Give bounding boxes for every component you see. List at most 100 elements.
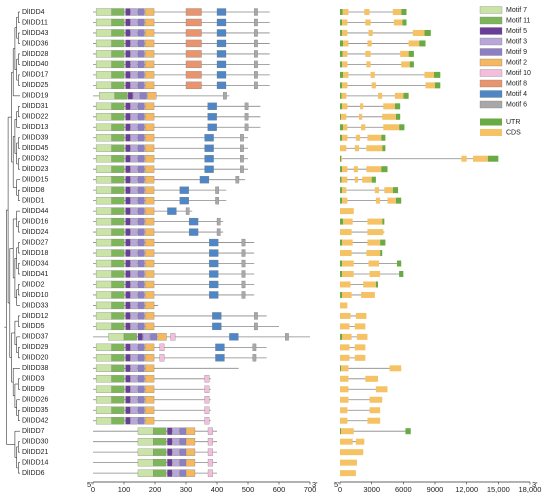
motif-box [130,259,138,268]
motif-box [254,322,258,331]
motif-box [254,18,258,27]
cds-block [356,333,368,340]
motif-box [144,417,155,425]
gene-label: DlIDD38 [22,365,49,372]
motif-box [215,343,225,352]
motif-box [179,448,187,456]
motif-box [137,217,145,226]
motif-box [95,270,112,278]
x-tick-label: 700 [304,485,317,494]
motif-box [179,458,187,467]
motif-box [125,322,131,331]
motif-box [137,249,145,257]
cds-block [366,145,383,152]
legend-label: UTR [506,119,520,126]
motif-box [185,427,196,435]
motif-box [137,81,145,90]
motif-box [185,29,202,37]
cds-block [343,124,348,131]
cds-block [343,40,349,47]
motif-box [95,259,112,268]
gene-label: DlIDD16 [22,218,49,225]
cds-block [340,407,348,414]
motif-box [95,8,112,16]
legend-label: Motif 10 [506,70,531,77]
gene-label: DlIDD8 [22,187,45,194]
motif-box [130,343,138,352]
motif-box [144,144,155,152]
legend-swatch [479,69,503,77]
motif-box [167,458,173,467]
utr-block [340,19,343,26]
cds-block [364,9,370,15]
motif-box [125,217,131,226]
cds-block [355,312,367,319]
gene-label: DlIDD7 [22,428,45,435]
utr-block [399,124,405,131]
motif-box [144,81,155,90]
motif-box [144,280,155,289]
motif-box [172,427,180,435]
x-tick-label: 600 [273,485,286,494]
cds-block [340,229,352,236]
motif-box [167,438,173,446]
utr-block [340,291,343,298]
motif-box [95,134,112,142]
cds-block [354,145,359,152]
motif-box [95,39,112,48]
motif-box [137,427,154,435]
motif-box [127,92,133,100]
gene-label: DlIDD41 [22,271,49,278]
motif-box [207,438,213,446]
motif-box [147,92,157,100]
motif-box [172,458,180,467]
motif-box [125,406,131,414]
motif-box [157,333,167,341]
motif-box [167,469,173,477]
motif-box [150,333,158,341]
motif-box [125,165,131,173]
gene-label: DlIDD22 [22,114,49,121]
motif-box [125,259,131,268]
motif-box [254,312,258,320]
motif-box [125,18,131,27]
motif-box [137,270,145,278]
motif-box [95,29,112,37]
utr-block [340,239,343,246]
motif-box [111,259,125,268]
cds-block [342,134,348,141]
motif-box [137,301,145,310]
cds-block [367,239,381,246]
motif-box [111,123,125,131]
motif-box [133,92,140,100]
motif-box [144,186,155,194]
motif-box [111,102,125,110]
motif-box [216,8,227,16]
motif-box [95,144,112,152]
motif-box [285,333,289,341]
motif-box [209,280,219,289]
motif-box [137,259,145,268]
motif-box [179,186,189,194]
motif-box [111,364,125,372]
motif-box [130,102,138,110]
gene-label: DlIDD9 [22,386,45,393]
gene-label: DlIDD45 [22,145,49,152]
cds-block [360,103,364,110]
cds-block [378,92,383,99]
cds-block [359,113,363,120]
motif-box [254,50,258,58]
motif-box [125,396,131,404]
legend-swatch [479,27,503,35]
cds-block [354,176,358,183]
cds-block [375,197,381,204]
motif-box [137,50,145,58]
motif-box [125,238,131,247]
motif-box [167,207,177,215]
motif-box [252,354,257,362]
utr-block [403,92,409,99]
motif-box [172,438,180,446]
cds-block [367,229,384,236]
legend-label: Motif 5 [506,28,527,35]
legend-label: Motif 6 [506,101,527,108]
